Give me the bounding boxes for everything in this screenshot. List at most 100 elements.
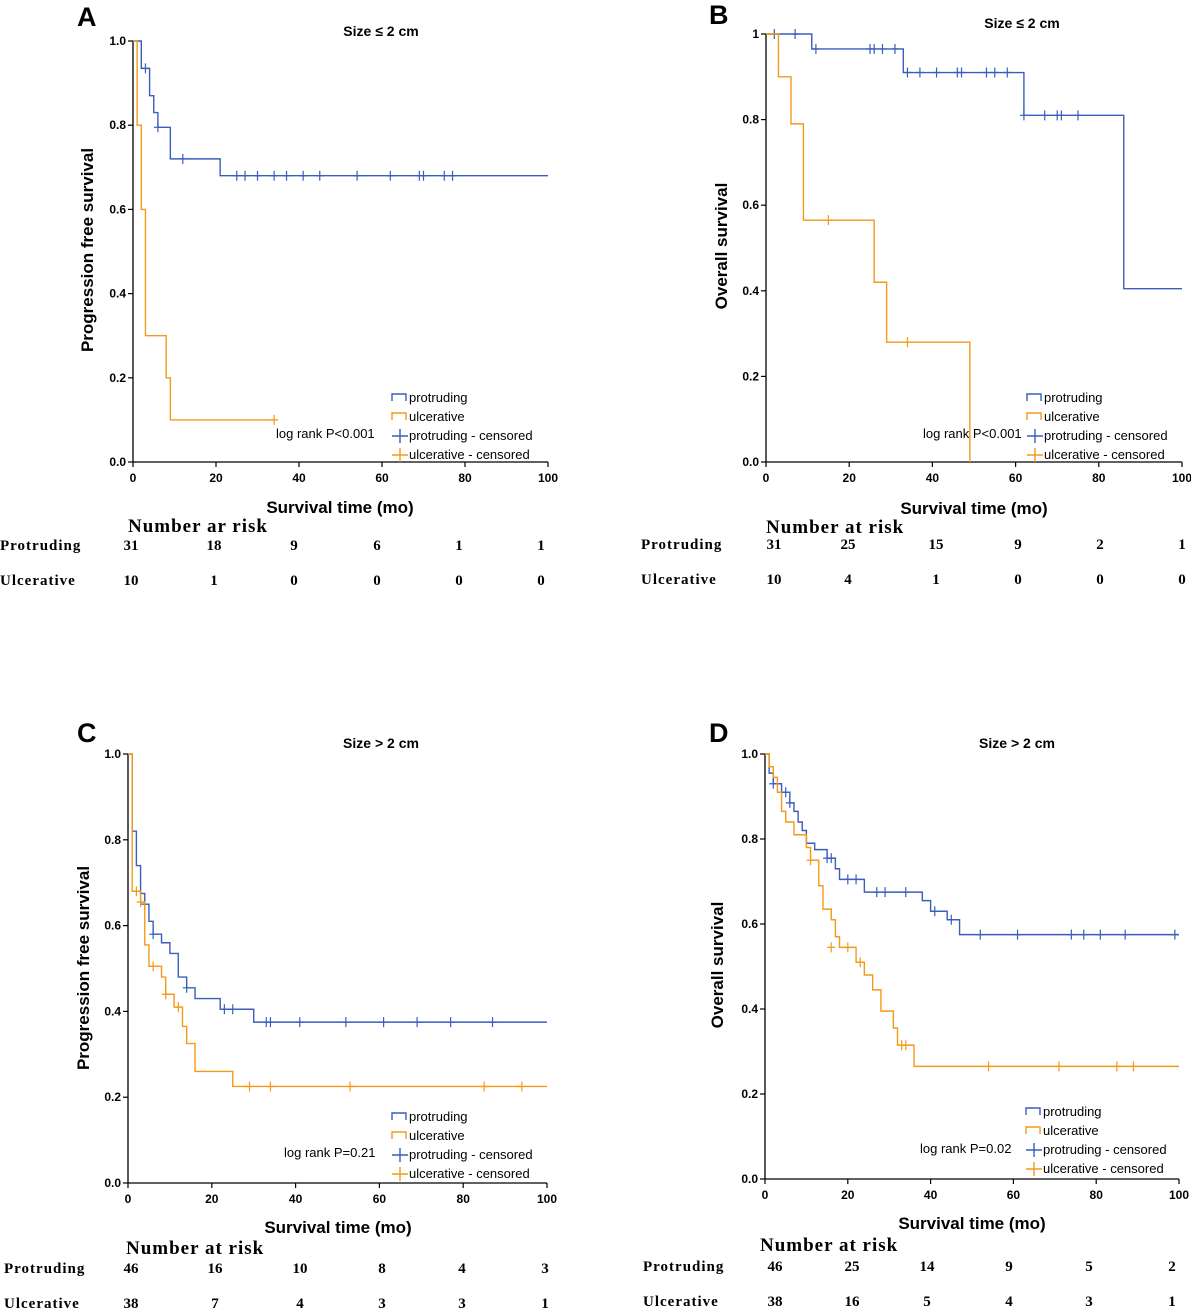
km-curve-protruding (765, 753, 1179, 936)
legend-label: ulcerative (409, 409, 465, 424)
risk-row-label: Ulcerative (641, 572, 717, 588)
y-tick-label: 1.0 (109, 34, 126, 48)
panel-a: A Size ≤ 2 cm 0 20 40 60 80 100 0.0 0.2 0.4 0.6 0.8 1… (0, 0, 595, 654)
censor-mark-protruding (446, 1017, 455, 1028)
legend-item: ulcerative - censored (1027, 447, 1165, 462)
y-tick-label: 0.0 (742, 455, 759, 469)
censor-mark-ulcerative (161, 989, 170, 1000)
risk-table-header: Number at risk (766, 517, 904, 538)
x-axis-label: Survival time (mo) (900, 499, 1047, 518)
x-tick-label: 20 (843, 471, 857, 485)
risk-value: 38 (124, 1296, 139, 1308)
panel-b: B Size ≤ 2 cm 0 20 40 60 80 100 0.0 0.2 0.4 0.6 0.8 1… (596, 0, 1191, 654)
legend-item: ulcerative - censored (392, 447, 530, 462)
risk-value: 14 (920, 1259, 936, 1275)
legend-label: protruding (1043, 1104, 1102, 1119)
km-curve-ulcerative (133, 40, 275, 421)
censor-mark-ulcerative (480, 1081, 489, 1092)
x-tick-label: 100 (538, 471, 558, 485)
censor-mark-ulcerative (824, 215, 833, 226)
censor-mark-protruding (440, 170, 449, 181)
censor-mark-protruding (379, 1017, 388, 1028)
legend-swatch (1027, 429, 1043, 443)
legend-item: protruding (1026, 390, 1103, 405)
censor-mark-protruding (811, 43, 820, 54)
censor-mark-protruding (178, 153, 187, 164)
risk-value: 0 (1096, 572, 1104, 588)
legend-item: protruding - censored (392, 1147, 533, 1162)
chart-title: Size > 2 cm (343, 735, 419, 751)
legend-swatch (1026, 1162, 1042, 1176)
legend-swatch (391, 412, 407, 420)
risk-value: 10 (124, 573, 139, 589)
y-tick-label: 1.0 (104, 747, 121, 761)
risk-value: 4 (844, 572, 852, 588)
risk-value: 4 (1005, 1294, 1013, 1308)
censor-mark-ulcerative (903, 337, 912, 348)
censor-mark-protruding (903, 67, 912, 78)
censor-mark-protruding (982, 67, 991, 78)
legend-swatch (392, 1167, 408, 1181)
x-tick-label: 20 (841, 1188, 855, 1202)
legend-item: ulcerative (391, 409, 465, 424)
x-tick-label: 100 (1169, 1188, 1189, 1202)
risk-value: 9 (290, 538, 298, 554)
risk-value: 8 (378, 1261, 386, 1277)
censor-mark-protruding (827, 853, 836, 864)
x-tick-label: 80 (458, 471, 472, 485)
legend-swatch (392, 429, 408, 443)
km-chart-c: C Size > 2 cm 0 20 40 60 80 100 0.0 0.2 0.4 0.6 0.8 1… (4, 718, 557, 1308)
legend-item: ulcerative (1026, 409, 1100, 424)
risk-value: 1 (455, 538, 463, 554)
legend-item: ulcerative - censored (392, 1166, 530, 1181)
risk-value: 1 (1178, 537, 1186, 553)
panel-c: C Size > 2 cm 0 20 40 60 80 100 0.0 0.2 0.4 0.6 0.8 1… (0, 654, 595, 1308)
censor-mark-protruding (843, 874, 852, 885)
risk-value: 46 (768, 1259, 784, 1275)
y-tick-label: 0.6 (742, 198, 759, 212)
censor-mark-ulcerative (270, 414, 279, 425)
x-tick-label: 0 (125, 1192, 132, 1206)
y-tick-label: 0.6 (104, 919, 121, 933)
censor-mark-protruding (413, 1017, 422, 1028)
censor-mark-protruding (1003, 67, 1012, 78)
legend-label: ulcerative (1043, 1123, 1099, 1138)
censor-mark-protruding (1121, 929, 1130, 940)
x-tick-label: 80 (457, 1192, 471, 1206)
risk-value: 0 (1178, 572, 1186, 588)
km-curve-protruding (128, 753, 547, 1023)
panel-letter: B (709, 0, 729, 30)
y-tick-label: 0.0 (104, 1176, 121, 1190)
legend-item: protruding - censored (1026, 1142, 1167, 1157)
risk-value: 2 (1096, 537, 1104, 553)
legend-item: ulcerative (391, 1128, 465, 1143)
x-tick-label: 40 (289, 1192, 303, 1206)
censor-mark-ulcerative (827, 942, 836, 953)
censor-mark-protruding (791, 29, 800, 39)
panel-letter: C (77, 718, 97, 748)
risk-value: 1 (537, 538, 545, 554)
legend-label: protruding - censored (1044, 428, 1168, 443)
legend-swatch (1026, 1143, 1042, 1157)
legend-label: protruding - censored (1043, 1142, 1167, 1157)
y-axis-label: Progression free survival (78, 148, 97, 352)
risk-value: 1 (541, 1296, 549, 1308)
censor-mark-protruding (270, 170, 279, 181)
legend-label: ulcerative (409, 1128, 465, 1143)
y-tick-label: 0.4 (109, 287, 126, 301)
censor-mark-ulcerative (1112, 1061, 1121, 1072)
censor-mark-ulcerative (174, 1002, 183, 1013)
y-tick-label: 0.8 (104, 833, 121, 847)
censor-mark-ulcerative (984, 1061, 993, 1072)
risk-value: 3 (1085, 1294, 1093, 1308)
risk-value: 0 (290, 573, 298, 589)
risk-row-label: Ulcerative (643, 1294, 719, 1308)
censor-mark-protruding (182, 982, 191, 993)
censor-mark-ulcerative (132, 886, 141, 897)
censor-mark-ulcerative (517, 1081, 526, 1092)
chart-title: Size ≤ 2 cm (343, 23, 418, 39)
risk-value: 18 (207, 538, 222, 554)
risk-value: 25 (845, 1259, 860, 1275)
y-tick-label: 0.4 (742, 284, 759, 298)
x-tick-label: 100 (1172, 471, 1191, 485)
